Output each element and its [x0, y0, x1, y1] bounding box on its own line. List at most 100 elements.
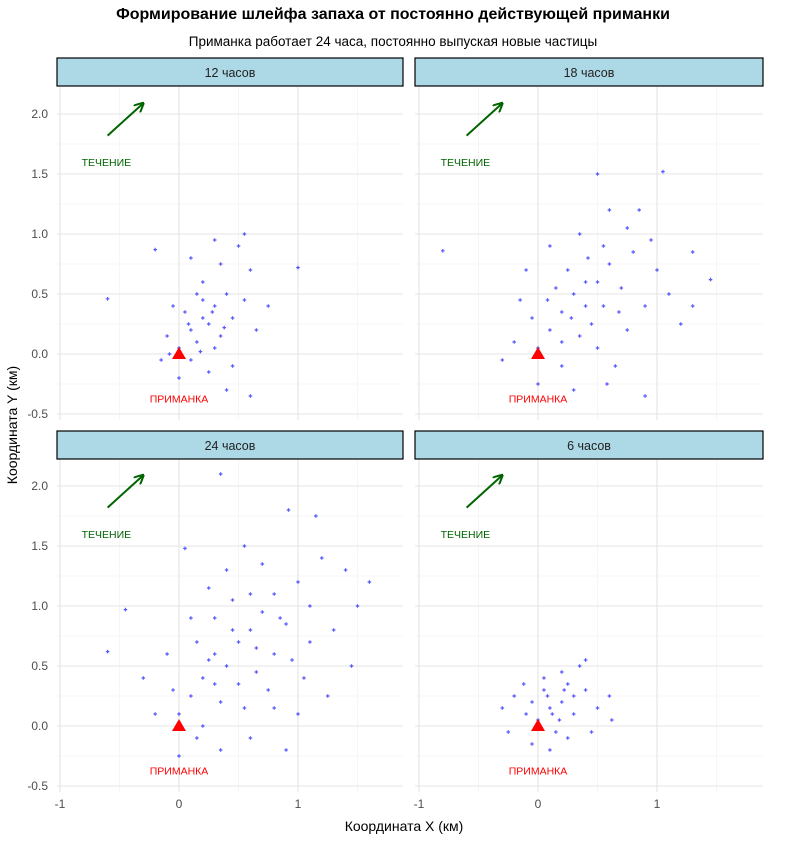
data-point [177, 754, 181, 758]
data-point [123, 607, 128, 612]
data-point [325, 694, 330, 698]
data-point [218, 748, 223, 752]
data-point [201, 316, 205, 320]
data-point [189, 328, 193, 332]
data-point [302, 676, 306, 680]
data-point [605, 382, 609, 386]
current-arrow-icon [465, 103, 503, 137]
current-arrow-icon [106, 103, 144, 137]
data-point [355, 604, 360, 608]
data-point [222, 325, 227, 330]
data-point [242, 298, 247, 302]
data-point [554, 286, 558, 290]
data-point [583, 304, 588, 308]
data-point [218, 334, 223, 338]
data-point [613, 364, 618, 368]
data-point [583, 688, 588, 692]
data-point [206, 586, 211, 590]
data-point [260, 562, 265, 566]
data-point [560, 670, 564, 674]
y-tick-label: 2.0 [31, 479, 48, 493]
current-label: ТЕЧЕНИЕ [441, 529, 491, 541]
current-label: ТЕЧЕНИЕ [82, 157, 132, 169]
data-point [159, 358, 163, 362]
data-point [212, 616, 217, 620]
data-point [218, 700, 223, 704]
data-point [201, 724, 205, 728]
data-point [617, 310, 621, 314]
data-point [248, 394, 253, 398]
data-point [542, 676, 546, 680]
facet-panel: 24 часов 2.0 1.5 1.0 0.5 0.0 -0.5 -1 0 1 ТЕЧЕНИЕ ПР… [27, 430, 404, 811]
data-point [586, 256, 590, 260]
x-tick-label: -1 [414, 797, 425, 811]
data-point [224, 664, 229, 668]
data-point [506, 730, 511, 734]
data-point [631, 250, 635, 254]
data-point [577, 334, 582, 338]
data-point [105, 297, 110, 301]
data-point [272, 652, 276, 656]
data-point [254, 328, 259, 332]
data-point [557, 718, 562, 722]
data-point [607, 208, 612, 212]
data-point [230, 628, 235, 632]
data-point [583, 280, 588, 284]
bait-label: ПРИМАНКА [150, 765, 209, 777]
data-point [201, 280, 205, 284]
data-point [571, 388, 576, 392]
data-point [248, 268, 253, 272]
data-point [524, 268, 528, 272]
data-point [554, 730, 558, 734]
data-point [542, 688, 546, 692]
data-point [550, 712, 555, 716]
data-point [571, 292, 576, 296]
data-point [521, 682, 526, 686]
data-point [560, 340, 564, 344]
data-point [242, 544, 247, 548]
data-point [212, 652, 217, 656]
data-point [167, 352, 172, 356]
data-point [212, 238, 217, 242]
x-tick-label: 0 [535, 797, 542, 811]
data-point [186, 322, 191, 326]
data-point [619, 286, 624, 290]
y-tick-label: -0.5 [27, 779, 48, 793]
bait-label: ПРИМАНКА [509, 393, 568, 405]
data-point [183, 310, 187, 314]
data-point [441, 249, 445, 253]
data-point [331, 628, 336, 632]
y-tick-label: 0.0 [31, 347, 48, 361]
data-point [153, 247, 157, 252]
data-point [565, 736, 570, 740]
data-point [690, 250, 695, 254]
y-tick-label: -0.5 [27, 407, 48, 421]
data-point [562, 688, 566, 692]
data-point [589, 730, 594, 734]
data-point [183, 546, 187, 551]
data-point [548, 706, 552, 710]
facet-strip-label: 12 часов [205, 66, 256, 80]
data-point [643, 394, 647, 398]
data-point [595, 172, 600, 176]
data-point [212, 682, 217, 686]
data-point [218, 472, 223, 476]
data-point [105, 649, 110, 654]
facet-strip [56, 430, 404, 460]
current-label: ТЕЧЕНИЕ [441, 157, 491, 169]
chart-subtitle: Приманка работает 24 часа, постоянно вып… [188, 34, 598, 49]
y-axis-label: Координата Y (км) [4, 366, 20, 484]
data-point [272, 592, 276, 596]
data-point [224, 568, 229, 572]
data-point [530, 700, 534, 704]
data-point [201, 298, 205, 302]
data-point [577, 232, 582, 236]
data-point [655, 268, 659, 272]
facet-panel: 6 часов -1 0 1 ТЕЧЕНИЕ ПРИМАНКА [414, 430, 764, 811]
data-point [242, 232, 247, 236]
facet-strip [56, 57, 404, 87]
data-point [177, 376, 181, 380]
data-point [236, 244, 241, 248]
bait-triangle-icon [531, 719, 545, 731]
data-point [595, 280, 600, 284]
